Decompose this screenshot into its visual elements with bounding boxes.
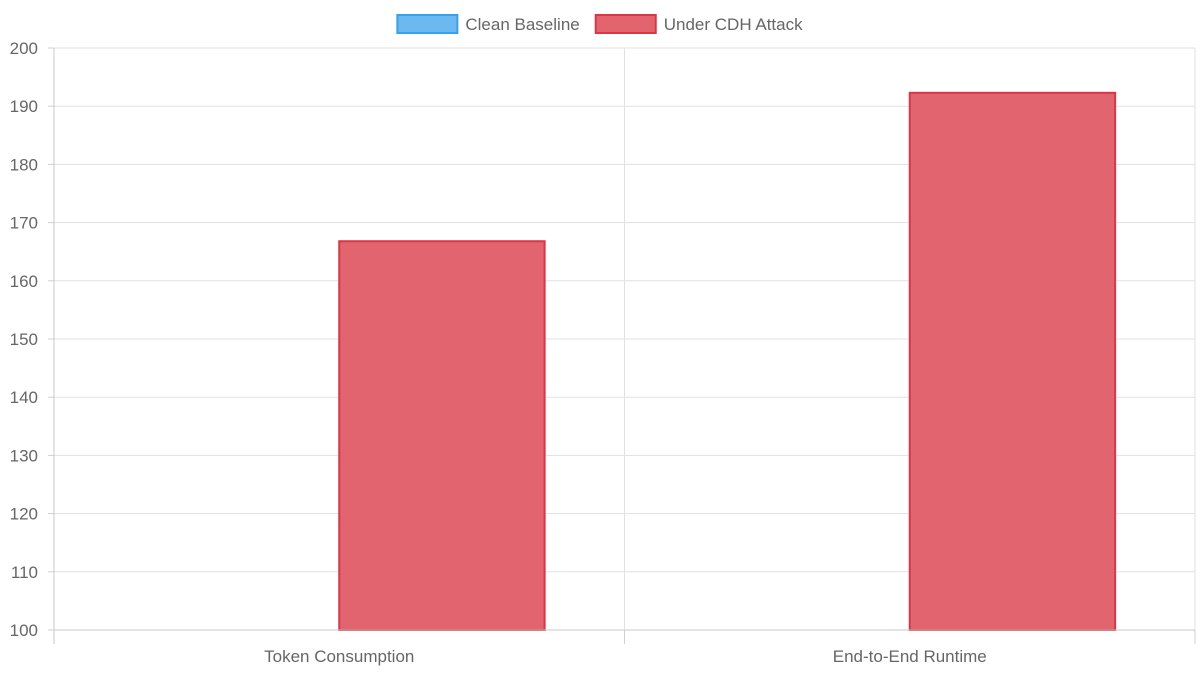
legend: Clean Baseline Under CDH Attack: [396, 14, 803, 34]
y-tick-label: 110: [11, 563, 38, 582]
legend-swatch-clean-baseline[interactable]: [396, 14, 459, 34]
y-tick-label: 170: [10, 214, 38, 233]
y-tick-label: 140: [10, 388, 38, 407]
bar-under-cdh-attack[interactable]: [908, 91, 1117, 631]
x-tick-label: End-to-End Runtime: [833, 647, 987, 666]
y-tick-label: 130: [10, 446, 38, 465]
x-tick-labels: Token Consumption End-to-End Runtime: [264, 647, 987, 666]
bars: [338, 91, 1117, 631]
y-tick-label: 190: [10, 97, 38, 116]
y-tick-label: 180: [10, 155, 38, 174]
legend-label-under-cdh-attack[interactable]: Under CDH Attack: [664, 15, 803, 34]
legend-swatch-under-cdh-attack[interactable]: [594, 14, 657, 34]
y-tick-label: 150: [10, 330, 38, 349]
y-tick-label: 100: [10, 621, 38, 640]
axes: [48, 47, 1196, 644]
legend-label-clean-baseline[interactable]: Clean Baseline: [465, 15, 579, 34]
x-tick-label: Token Consumption: [264, 647, 414, 666]
bar-under-cdh-attack[interactable]: [338, 240, 546, 631]
y-tick-labels: 100 110 120 130 140 150 160 170 180 190 200: [10, 39, 38, 640]
y-tick-label: 120: [10, 505, 38, 524]
y-tick-label: 160: [10, 272, 38, 291]
y-tick-label: 200: [10, 39, 38, 58]
